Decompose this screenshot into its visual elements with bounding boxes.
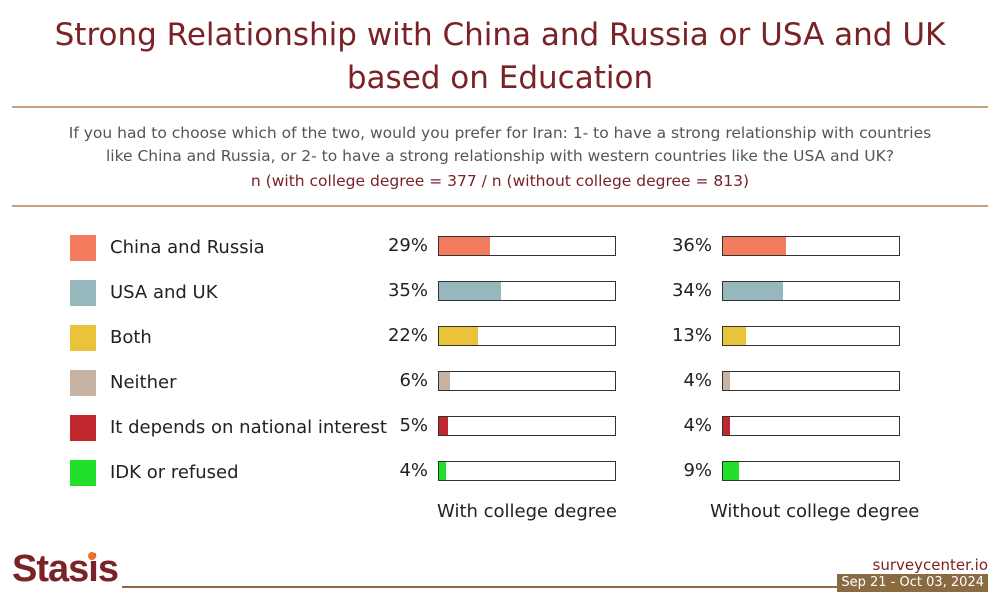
- question-text: If you had to choose which of the two, w…: [40, 122, 960, 168]
- chart-title-line-2: based on Education: [346, 60, 654, 96]
- bar-track: [438, 236, 616, 256]
- legend-swatch: [70, 325, 96, 351]
- bar-track: [722, 326, 900, 346]
- bar: [723, 282, 783, 300]
- chart-title: Strong Relationship with China and Russi…: [0, 14, 1000, 100]
- footer-divider: [122, 586, 846, 588]
- legend-label: Both: [110, 327, 152, 348]
- legend-label: It depends on national interest: [110, 417, 387, 438]
- data-label: 36%: [671, 235, 712, 256]
- data-label: 22%: [387, 325, 428, 346]
- group-label: With college degree: [437, 501, 617, 522]
- bar-track: [438, 281, 616, 301]
- data-label: 29%: [387, 235, 428, 256]
- legend-label: IDK or refused: [110, 462, 239, 483]
- data-label: 5%: [399, 415, 428, 436]
- legend-label: China and Russia: [110, 237, 265, 258]
- site-url: surveycenter.io: [872, 556, 988, 574]
- bar: [723, 417, 731, 435]
- question-line-2: like China and Russia, or 2- to have a s…: [105, 147, 895, 165]
- sample-size-note: n (with college degree = 377 / n (withou…: [250, 172, 750, 190]
- legend-swatch: [70, 460, 96, 486]
- subtitle-divider: [12, 205, 988, 207]
- date-range-badge: Sep 21 - Oct 03, 2024: [837, 574, 988, 592]
- logo-dot: [88, 552, 96, 560]
- bar: [723, 372, 731, 390]
- bar-track: [722, 416, 900, 436]
- data-label: 4%: [399, 460, 428, 481]
- bar-track: [722, 461, 900, 481]
- bar: [439, 327, 478, 345]
- bar: [439, 282, 501, 300]
- legend-label: USA and UK: [110, 282, 218, 303]
- legend-label: Neither: [110, 372, 177, 393]
- data-label: 4%: [683, 370, 712, 391]
- bar: [439, 462, 447, 480]
- bar: [439, 372, 450, 390]
- bar-track: [722, 236, 900, 256]
- data-label: 4%: [683, 415, 712, 436]
- bar: [439, 417, 448, 435]
- bar: [723, 462, 739, 480]
- title-divider: [12, 106, 988, 108]
- bar: [723, 237, 787, 255]
- legend-swatch: [70, 370, 96, 396]
- stasis-logo: Stasis: [12, 548, 119, 590]
- bar-track: [722, 371, 900, 391]
- legend-swatch: [70, 415, 96, 441]
- question-line-1: If you had to choose which of the two, w…: [68, 124, 932, 142]
- data-label: 13%: [671, 325, 712, 346]
- data-label: 35%: [387, 280, 428, 301]
- chart-title-line-1: Strong Relationship with China and Russi…: [54, 17, 946, 53]
- legend-swatch: [70, 235, 96, 261]
- group-label: Without college degree: [710, 501, 920, 522]
- bar: [439, 237, 491, 255]
- bar-track: [438, 461, 616, 481]
- data-label: 34%: [671, 280, 712, 301]
- bar-track: [438, 371, 616, 391]
- bar-track: [722, 281, 900, 301]
- legend-swatch: [70, 280, 96, 306]
- bar-track: [438, 326, 616, 346]
- bar: [723, 327, 746, 345]
- bar-track: [438, 416, 616, 436]
- data-label: 6%: [399, 370, 428, 391]
- data-label: 9%: [683, 460, 712, 481]
